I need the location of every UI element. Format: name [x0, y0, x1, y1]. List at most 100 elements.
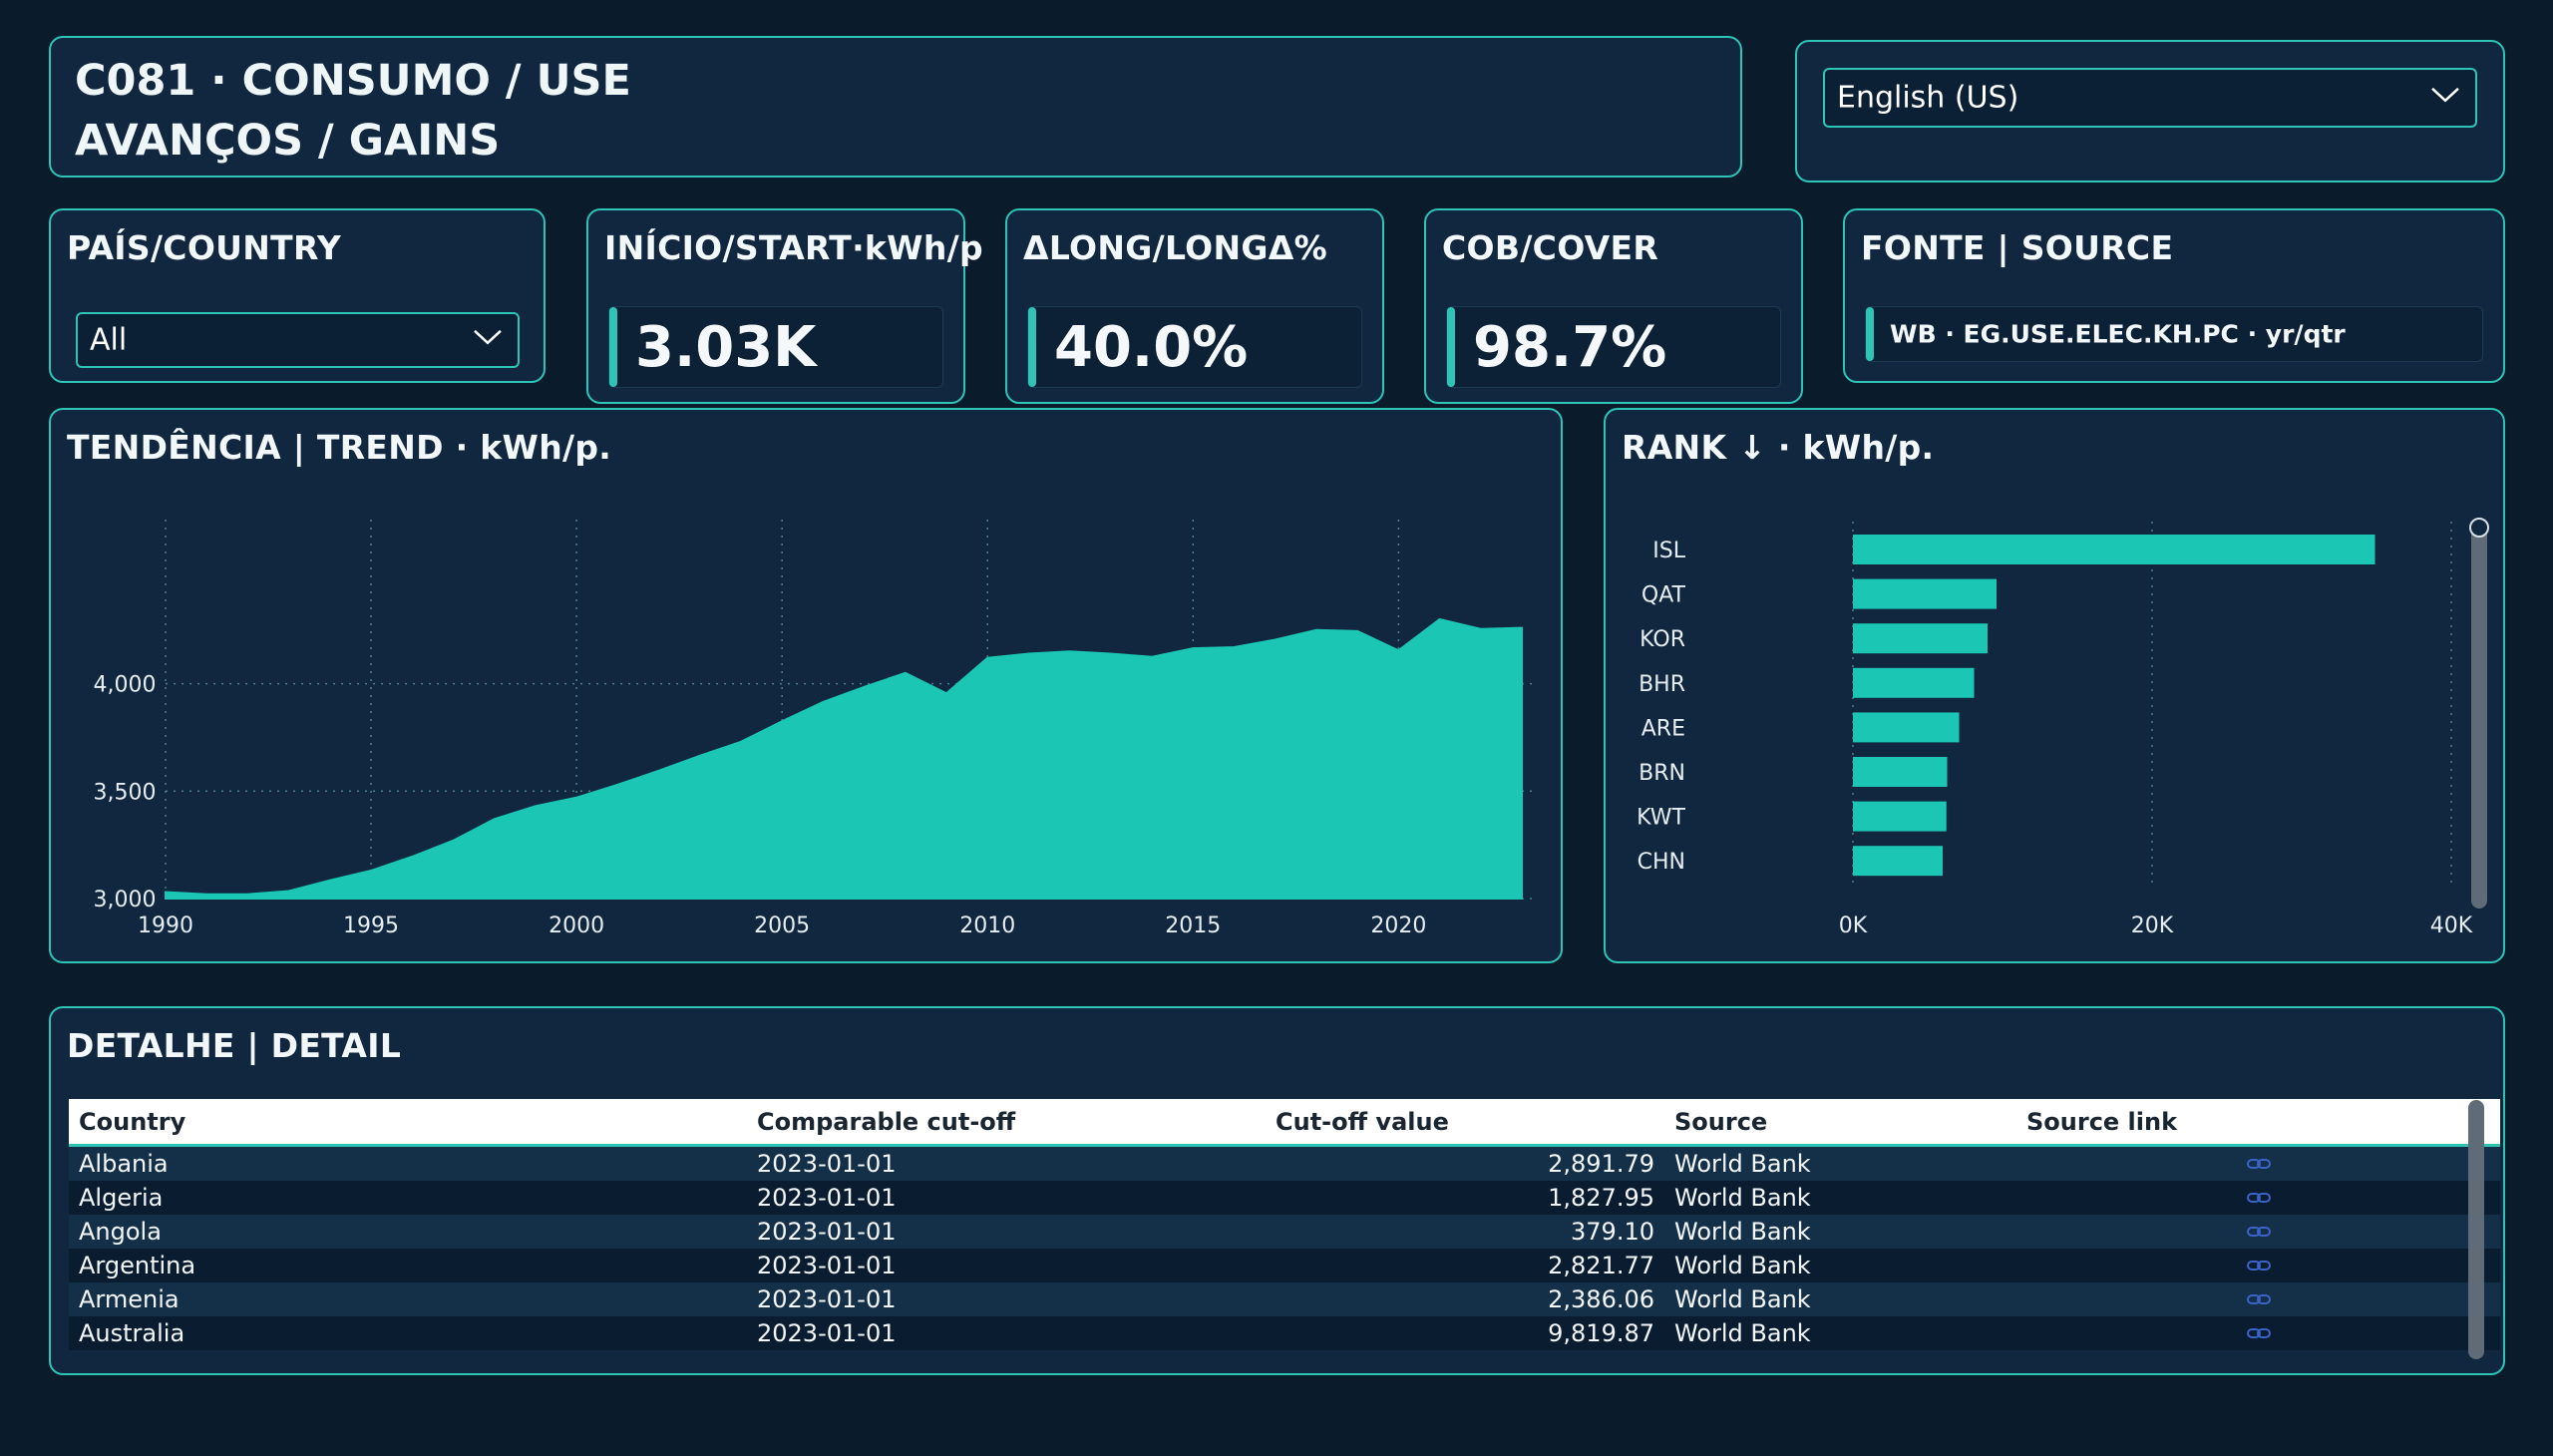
scroll-handle-icon[interactable]: [2469, 518, 2489, 538]
kpi-value: 40.0%: [1054, 315, 1249, 380]
cell-country: Angola: [69, 1215, 747, 1249]
table-row: Armenia 2023-01-01 2,386.06 World Bank: [69, 1282, 2500, 1316]
trend-data-point: [1027, 652, 1029, 654]
trend-data-point: [616, 784, 618, 786]
link-icon[interactable]: [2246, 1252, 2272, 1279]
column-header-country[interactable]: Country: [69, 1099, 747, 1147]
country-dropdown[interactable]: All: [76, 312, 520, 368]
trend-data-point: [494, 818, 496, 820]
rank-bar: [1853, 667, 1975, 698]
detail-table: Country Comparable cut-off Cut-off value…: [69, 1099, 2500, 1350]
source-accent-bar: [1866, 307, 1874, 361]
cell-country: Armenia: [69, 1282, 747, 1316]
cell-source: World Bank: [1664, 1215, 2016, 1249]
trend-data-point: [1356, 630, 1358, 632]
cell-value: 1,827.95: [1266, 1181, 1664, 1215]
cell-value: 2,386.06: [1266, 1282, 1664, 1316]
kpi-value: 98.7%: [1473, 315, 1667, 380]
category-label: CHN: [1638, 850, 1685, 875]
trend-data-point: [1315, 629, 1317, 631]
country-filter-title: PAÍS/COUNTRY: [67, 228, 342, 267]
column-header-value[interactable]: Cut-off value: [1266, 1099, 1664, 1147]
y-tick-label: 4,000: [94, 673, 157, 698]
table-row: Angola 2023-01-01 379.10 World Bank: [69, 1215, 2500, 1249]
category-label: KWT: [1637, 806, 1685, 831]
column-header-link[interactable]: Source link: [2016, 1099, 2500, 1147]
cell-source: World Bank: [1664, 1282, 2016, 1316]
cell-country: Australia: [69, 1316, 747, 1350]
kpi-value-box: 3.03K: [608, 306, 943, 388]
rank-chart-card: RANK ↓ · kWh/p. ISL QAT KOR BHR ARE BRN KWT CHN…: [1604, 408, 2505, 963]
kpi-value: 3.03K: [635, 315, 817, 380]
link-icon[interactable]: [2246, 1285, 2272, 1313]
table-row: Algeria 2023-01-01 1,827.95 World Bank: [69, 1181, 2500, 1215]
report-title-line2: AVANÇOS / GAINS: [75, 116, 501, 166]
kpi-accent-bar: [1028, 307, 1036, 387]
category-label: ARE: [1641, 716, 1685, 741]
kpi-accent-bar: [1447, 307, 1455, 387]
rank-bar: [1853, 801, 1947, 832]
rank-chart: ISL QAT KOR BHR ARE BRN KWT CHN 0K 20K 40K: [1637, 522, 2473, 938]
trend-data-point: [205, 894, 207, 896]
rank-bar: [1853, 623, 1988, 654]
kpi-value-box: 98.7%: [1446, 306, 1781, 388]
trend-data-point: [535, 805, 537, 807]
cell-source: World Bank: [1664, 1145, 2016, 1181]
kpi-title: ΔLONG/LONGΔ%: [1023, 228, 1328, 267]
source-title: FONTE | SOURCE: [1861, 228, 2174, 267]
x-tick-label: 40K: [2430, 913, 2473, 938]
rank-gridlines: [1852, 522, 2452, 889]
cell-cutoff: 2023-01-01: [747, 1282, 1266, 1316]
cell-value: 2,821.77: [1266, 1249, 1664, 1282]
chevron-down-icon: [2429, 85, 2461, 109]
trend-data-point: [246, 894, 248, 896]
cell-link: [2016, 1282, 2500, 1316]
table-row: Albania 2023-01-01 2,891.79 World Bank: [69, 1145, 2500, 1181]
rank-chart-title: RANK ↓ · kWh/p.: [1622, 428, 1935, 467]
kpi-title: COB/COVER: [1442, 228, 1659, 267]
cell-value: 2,891.79: [1266, 1145, 1664, 1181]
x-tick-label: 2000: [548, 913, 604, 938]
detail-table-card: DETALHE | DETAIL Country Comparable cut-…: [49, 1006, 2505, 1375]
x-tick-label: 2005: [754, 913, 810, 938]
rank-bar: [1853, 757, 1948, 787]
trend-chart: 1990 1995 2000 2005 2010 2015 2020 3,000 3,500 4,…: [94, 520, 1537, 938]
cell-source: World Bank: [1664, 1249, 2016, 1282]
source-card: FONTE | SOURCE WB · EG.USE.ELEC.KH.PC · …: [1843, 208, 2505, 383]
cell-link: [2016, 1316, 2500, 1350]
trend-data-point: [288, 890, 290, 892]
link-icon[interactable]: [2246, 1150, 2272, 1178]
kpi-accent-bar: [609, 307, 617, 387]
source-box: WB · EG.USE.ELEC.KH.PC · yr/qtr: [1865, 306, 2483, 362]
kpi-card-cover: COB/COVER 98.7%: [1424, 208, 1803, 404]
cell-cutoff: 2023-01-01: [747, 1145, 1266, 1181]
column-header-cutoff[interactable]: Comparable cut-off: [747, 1099, 1266, 1147]
trend-chart-card: TENDÊNCIA | TREND · kWh/p. 1990 1995 2000 2…: [49, 408, 1563, 963]
cell-value: 379.10: [1266, 1215, 1664, 1249]
cell-cutoff: 2023-01-01: [747, 1215, 1266, 1249]
trend-data-point: [699, 755, 701, 757]
trend-data-point: [411, 856, 413, 858]
cell-source: World Bank: [1664, 1181, 2016, 1215]
link-icon[interactable]: [2246, 1184, 2272, 1212]
rank-scrollbar[interactable]: [2471, 520, 2487, 909]
table-scrollbar[interactable]: [2468, 1100, 2484, 1359]
category-label: BHR: [1639, 672, 1685, 697]
cell-link: [2016, 1249, 2500, 1282]
trend-data-point: [329, 880, 331, 882]
category-label: KOR: [1640, 627, 1685, 652]
kpi-value-box: 40.0%: [1027, 306, 1362, 388]
cell-cutoff: 2023-01-01: [747, 1316, 1266, 1350]
language-dropdown[interactable]: English (US): [1823, 68, 2477, 128]
y-tick-label: 3,000: [94, 888, 157, 912]
trend-data-point: [1397, 649, 1399, 651]
rank-bar: [1853, 712, 1960, 743]
link-icon[interactable]: [2246, 1319, 2272, 1347]
cell-link: [2016, 1215, 2500, 1249]
trend-data-point: [781, 720, 783, 722]
trend-data-point: [1234, 646, 1236, 648]
trend-data-point: [1480, 628, 1482, 630]
column-header-source[interactable]: Source: [1664, 1099, 2016, 1147]
trend-data-point: [1069, 650, 1071, 652]
link-icon[interactable]: [2246, 1218, 2272, 1246]
